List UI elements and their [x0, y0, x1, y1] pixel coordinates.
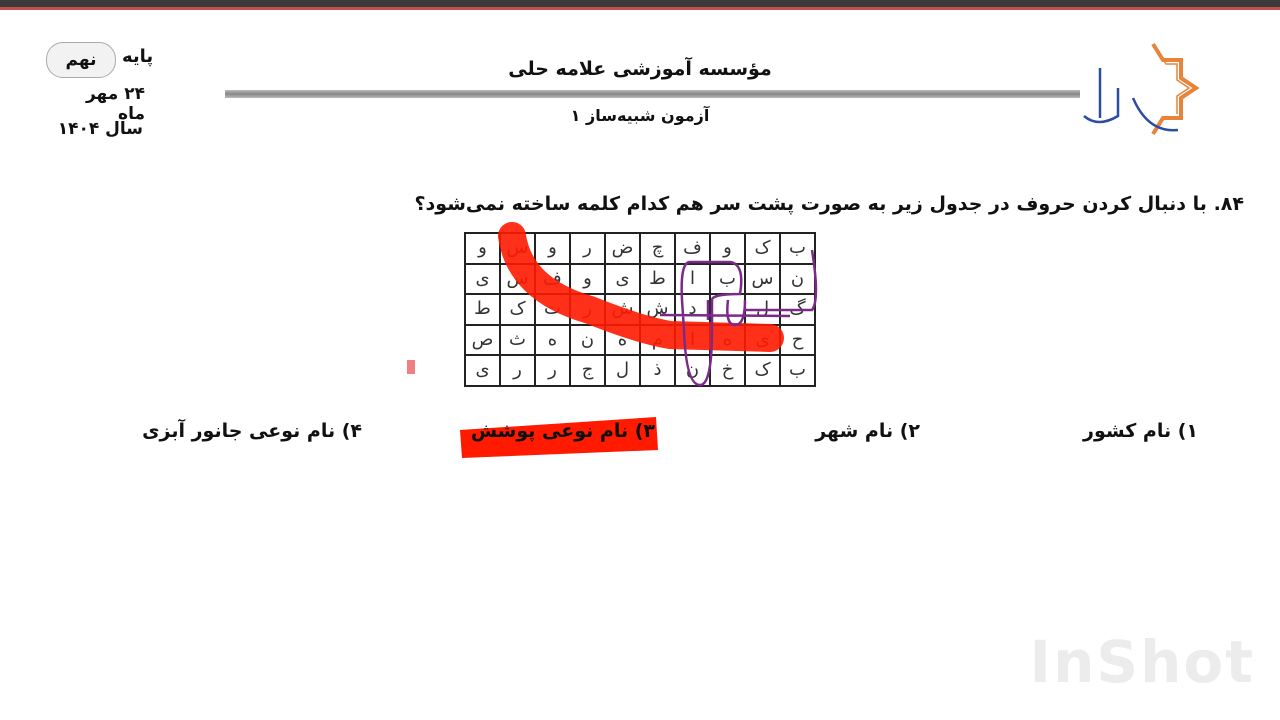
- grid-cell: ر: [535, 355, 570, 386]
- watermark: InShot: [1029, 628, 1255, 696]
- institute-logo: [1083, 42, 1200, 136]
- option-4[interactable]: ۴) نام نوعی جانور آبزی: [142, 420, 362, 442]
- option-2[interactable]: ۲) نام شهر: [815, 420, 920, 442]
- grid-cell: ن: [570, 324, 605, 355]
- grid-cell: ط: [465, 294, 500, 325]
- header-divider: [225, 90, 1080, 98]
- question-text: ۸۴. با دنبال کردن حروف در جدول زیر به صو…: [415, 193, 1244, 215]
- grid-cell: ض: [605, 233, 640, 264]
- option-highlight: [460, 417, 658, 458]
- grid-cell: ی: [465, 263, 500, 294]
- exam-year: سال ۱۴۰۴: [57, 119, 143, 139]
- grid-cell: ب: [780, 233, 815, 264]
- grid-cell: ص: [465, 324, 500, 355]
- grid-cell: ل: [605, 355, 640, 386]
- grid-cell: ک: [500, 294, 535, 325]
- grid-cell: ط: [640, 263, 675, 294]
- purple-loop-stroke: [659, 249, 818, 387]
- grid-cell: ه: [535, 324, 570, 355]
- grid-cell: ج: [570, 355, 605, 386]
- grid-cell: ر: [500, 355, 535, 386]
- grid-cell: و: [535, 233, 570, 264]
- grid-cell: ی: [605, 263, 640, 294]
- grid-cell: ا: [675, 263, 710, 294]
- grid-cell: ذ: [640, 355, 675, 386]
- top-bar: [0, 0, 1280, 10]
- grid-cell: ک: [745, 355, 780, 386]
- grid-cell: و: [570, 263, 605, 294]
- grade-badge: نهم: [46, 42, 116, 78]
- option-3[interactable]: ۳) نام نوعی پوشش: [470, 420, 655, 442]
- option-1[interactable]: ۱) نام کشور: [1083, 420, 1198, 442]
- red-mark: [407, 360, 415, 374]
- grid-cell: ی: [465, 355, 500, 386]
- grid-cell: ک: [745, 233, 780, 264]
- question-number: ۸۴.: [1213, 193, 1244, 215]
- grid-cell: س: [745, 263, 780, 294]
- exam-date: ۲۴ مهر ماه: [85, 84, 145, 124]
- red-highlight-stroke: [498, 222, 784, 352]
- grid-cell: خ: [710, 355, 745, 386]
- question-body: با دنبال کردن حروف در جدول زیر به صورت پ…: [414, 193, 1207, 215]
- grid-cell: چ: [640, 233, 675, 264]
- grid-cell: ب: [780, 355, 815, 386]
- grade-label: پایه: [122, 46, 154, 67]
- grid-cell: ث: [500, 324, 535, 355]
- institute-title: مؤسسه آموزشی علامه حلی: [508, 58, 772, 80]
- grid-cell: و: [465, 233, 500, 264]
- exam-title: آزمون شبیه‌ساز ۱: [570, 106, 710, 125]
- grid-cell: ر: [570, 233, 605, 264]
